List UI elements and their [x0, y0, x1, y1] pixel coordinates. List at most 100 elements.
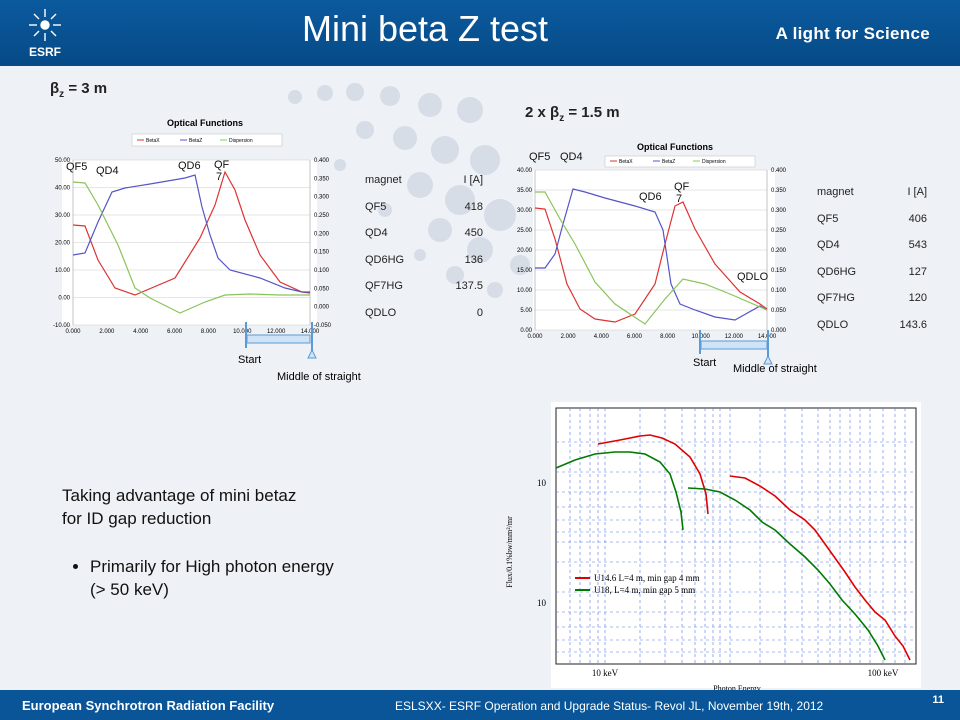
svg-text:Start: Start — [693, 357, 716, 369]
left-optical-functions-plot: Optical Functions BetaX BetaZ Dispersion… — [53, 118, 361, 383]
right-beta-label: 2 x βz = 1.5 m — [525, 104, 620, 124]
svg-text:BetaZ: BetaZ — [189, 138, 202, 144]
x-tick-label: 0.000 — [65, 329, 81, 335]
header-bar: ESRF Mini beta Z test A light for Scienc… — [0, 0, 960, 66]
svg-text:Start: Start — [238, 354, 261, 366]
x-tick-label: 12.000 — [267, 329, 286, 335]
y2-tick-label: 0.350 — [314, 176, 330, 182]
svg-text:QD6: QD6 — [639, 191, 662, 203]
y2-tick-label: -0.050 — [314, 323, 332, 329]
decorative-dots — [288, 83, 530, 298]
footer-org: European Synchrotron Radiation Facility — [22, 698, 275, 713]
svg-text:Optical Functions: Optical Functions — [637, 142, 713, 152]
esrf-logo: ESRF — [29, 9, 61, 59]
y2-tick-label: 0.000 — [314, 305, 330, 311]
y2-tick-label: 0.400 — [314, 158, 330, 164]
y-tick-label: 50.00 — [55, 158, 71, 164]
y2-tick-label: 0.100 — [771, 288, 787, 294]
svg-text:Middle of straight: Middle of straight — [733, 363, 817, 375]
svg-text:10: 10 — [537, 598, 547, 608]
svg-text:Optical Functions: Optical Functions — [167, 118, 243, 128]
x-tick-label: 4.000 — [133, 329, 149, 335]
svg-text:Dispersion: Dispersion — [702, 159, 726, 165]
y2-tick-label: 0.150 — [314, 250, 330, 256]
flux-u14-curve-2 — [729, 475, 911, 661]
footer-bar: European Synchrotron Radiation Facility … — [0, 690, 960, 720]
svg-text:BetaZ: BetaZ — [662, 159, 675, 165]
x-tick-label: 4.000 — [594, 334, 610, 340]
y-tick-label: 35.00 — [517, 188, 533, 194]
y2-tick-label: 0.050 — [314, 286, 330, 292]
x-tick-label: 14.000 — [301, 329, 320, 335]
left-dispersion-curve — [72, 181, 310, 314]
left-betaz-curve — [72, 174, 310, 293]
svg-text:U18, L=4 m, min gap 5 mm: U18, L=4 m, min gap 5 mm — [594, 585, 695, 595]
svg-text:QD4: QD4 — [560, 151, 583, 163]
flux-u18-curve-1 — [555, 451, 684, 531]
y-tick-label: 10.00 — [55, 268, 71, 274]
svg-text:QF: QF — [214, 159, 230, 171]
svg-text:QF: QF — [674, 181, 690, 193]
right-betax-curve — [534, 201, 768, 323]
y2-tick-label: 0.200 — [771, 248, 787, 254]
y-tick-label: 40.00 — [517, 168, 533, 174]
x-tick-label: 0.000 — [527, 334, 543, 340]
page-number: 11 — [932, 694, 944, 706]
y-tick-label: 30.00 — [55, 213, 71, 219]
y-tick-label: 10.00 — [517, 288, 533, 294]
y-tick-label: 0.00 — [58, 296, 70, 302]
right-optical-functions-plot: Optical Functions BetaX BetaZ Dispersion… — [517, 142, 817, 375]
y2-tick-label: 0.250 — [771, 228, 787, 234]
y-tick-label: 30.00 — [517, 208, 533, 214]
svg-text:10: 10 — [537, 478, 547, 488]
svg-text:QD6: QD6 — [178, 160, 201, 172]
flux-chart: Flux/0.1%bw/mm²/mr 10 10 10 keV 100 keV … — [505, 402, 921, 693]
right-dispersion-curve — [535, 191, 768, 325]
flux-legend: U14.6 L=4 m, min gap 4 mm U18, L=4 m, mi… — [575, 573, 700, 595]
y-tick-label: 0.00 — [520, 328, 532, 334]
right-straight-marker — [699, 330, 773, 365]
y2-tick-label: 0.350 — [771, 188, 787, 194]
svg-text:7: 7 — [216, 171, 222, 183]
y-tick-label: 20.00 — [55, 241, 71, 247]
x-tick-label: 2.000 — [561, 334, 577, 340]
x-tick-label: 10.000 — [233, 329, 252, 335]
svg-text:Photon Energy: Photon Energy — [713, 684, 761, 693]
svg-text:BetaX: BetaX — [146, 138, 160, 144]
flux-u14-curve-1 — [597, 434, 709, 515]
left-magnet-table: magnet I [A] QF5 418 QD4 450 QD6HG 136 QF7HG… — [365, 174, 483, 319]
body-text: Taking advantage of mini betaz for ID ga… — [62, 484, 334, 601]
bullet-item: Primarily for High photon energy(> 50 ke… — [90, 555, 334, 601]
x-tick-label: 6.000 — [627, 334, 643, 340]
svg-text:100 keV: 100 keV — [868, 668, 899, 678]
x-tick-label: 8.000 — [201, 329, 217, 335]
left-beta-label: βz = 3 m — [50, 80, 108, 100]
left-legend: BetaX BetaZ Dispersion — [131, 133, 283, 147]
right-magnet-table: magnet I [A] QF5 406 QD4 543 QD6HG 127 QF7HG… — [817, 186, 927, 331]
svg-text:U14.6 L=4 m, min gap 4 mm: U14.6 L=4 m, min gap 4 mm — [594, 573, 700, 583]
footer-citation: ESLSXX- ESRF Operation and Upgrade Statu… — [395, 699, 824, 713]
y2-tick-label: 0.050 — [771, 308, 787, 314]
flux-u18-curve-2 — [687, 487, 886, 661]
y-tick-label: 40.00 — [55, 186, 71, 192]
y2-tick-label: 0.200 — [314, 231, 330, 237]
right-betaz-curve — [535, 188, 768, 321]
y-tick-label: 15.00 — [517, 268, 533, 274]
svg-text:BetaX: BetaX — [619, 159, 633, 165]
y2-tick-label: 0.400 — [771, 168, 787, 174]
y-tick-label: 25.00 — [517, 228, 533, 234]
x-tick-label: 8.000 — [660, 334, 676, 340]
x-tick-label: 6.000 — [167, 329, 183, 335]
y2-tick-label: 0.150 — [771, 268, 787, 274]
svg-text:QD4: QD4 — [96, 165, 119, 177]
x-tick-label: 12.000 — [725, 334, 744, 340]
tagline: A light for Science — [775, 24, 930, 43]
svg-text:7: 7 — [676, 193, 682, 205]
y2-tick-label: 0.300 — [314, 195, 330, 201]
svg-text:Middle of straight: Middle of straight — [277, 371, 361, 383]
left-straight-marker — [245, 322, 317, 359]
y2-tick-label: 0.300 — [771, 208, 787, 214]
svg-text:QF5: QF5 — [529, 151, 550, 163]
svg-text:10 keV: 10 keV — [592, 668, 619, 678]
y-tick-label: 20.00 — [517, 248, 533, 254]
